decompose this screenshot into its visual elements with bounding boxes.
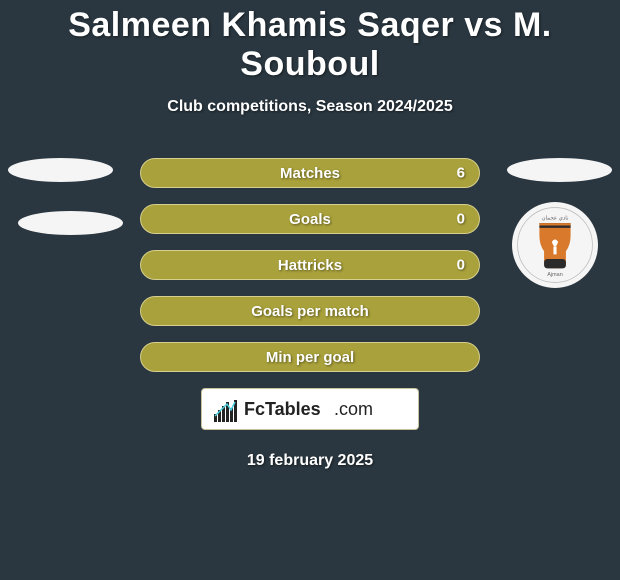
branding-badge[interactable]: FcTables .com [201,388,419,430]
stat-bar-label: Goals [289,211,331,228]
svg-text:Ajman: Ajman [547,272,562,278]
stat-bar-min-per-goal: Min per goal [140,342,480,372]
stat-bar-label: Matches [280,165,340,182]
stat-bar-hattricks: Hattricks 0 [140,250,480,280]
stat-bar-label: Min per goal [266,349,354,366]
stat-bar-value-right: 6 [457,165,465,182]
stat-bar-label: Hattricks [278,257,342,274]
svg-text:.com: .com [334,399,373,419]
svg-text:نادي عجمان: نادي عجمان [542,215,569,221]
player-left-silhouette-body [18,211,123,235]
stat-bar-value-right: 0 [457,211,465,228]
stat-bar-label: Goals per match [251,303,369,320]
stats-container: Ajman نادي عجمان Matches6Goals0Hattricks… [0,158,620,372]
player-right-silhouette-head [507,158,612,182]
stat-bar-goals: Goals 0 [140,204,480,234]
page-title: Salmeen Khamis Saqer vs M. Souboul [0,0,620,84]
subtitle: Club competitions, Season 2024/2025 [0,98,620,116]
stat-bar-value-right: 0 [457,257,465,274]
svg-text:FcTables: FcTables [244,399,321,419]
player-left-silhouette-head [8,158,113,182]
stat-bar-goals-per-match: Goals per match [140,296,480,326]
ajman-club-badge: Ajman نادي عجمان [512,202,598,288]
stat-bar-matches: Matches 6 [140,158,480,188]
snapshot-date: 19 february 2025 [0,452,620,470]
